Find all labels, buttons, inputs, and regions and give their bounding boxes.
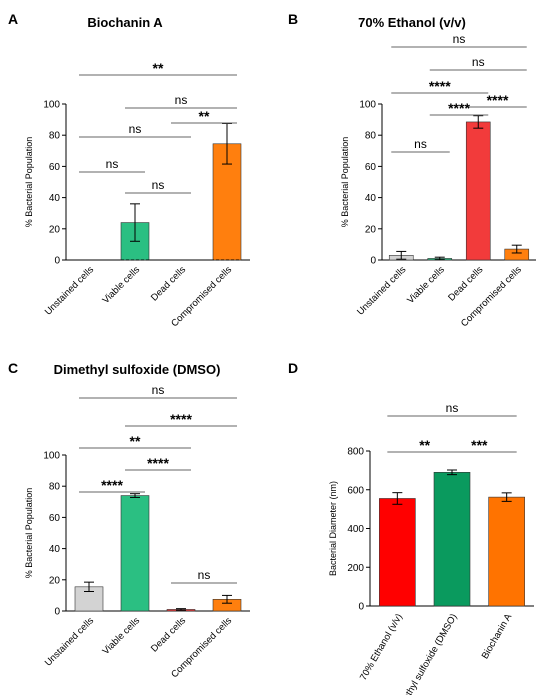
- y-tick-label: 40: [365, 193, 377, 204]
- chart-panel-a: A Biochanin A 0 20 40 60 80 100 % Bacterial Popu…: [8, 11, 250, 329]
- bar: [433, 472, 471, 607]
- y-tick-label: 20: [365, 224, 377, 235]
- significance-label: ns: [129, 122, 142, 136]
- x-category-label: Dead cells: [149, 615, 188, 654]
- x-category-label: Dead cells: [149, 264, 188, 303]
- y-axis-label: % Bacterial Population: [340, 137, 350, 228]
- y-tick-label: 100: [359, 100, 376, 111]
- y-tick-label: 60: [49, 162, 61, 173]
- x-category-label: Viable cells: [100, 264, 142, 306]
- y-axis-label: Bacterial Diameter (nm): [328, 481, 338, 576]
- y-tick-label: 400: [347, 524, 364, 535]
- panel-letter: B: [288, 11, 298, 27]
- y-tick-label: 20: [49, 575, 61, 586]
- significance-label: ****: [448, 100, 470, 116]
- y-tick-label: 600: [347, 485, 364, 496]
- significance-label: ****: [170, 411, 192, 427]
- panel-letter: C: [8, 360, 18, 376]
- y-tick-label: 100: [43, 451, 60, 462]
- y-tick-label: 80: [49, 131, 61, 142]
- y-tick-label: 60: [365, 162, 377, 173]
- panel-letter: A: [8, 11, 18, 27]
- x-category-label: Dimethyl sulfoxide (DMSO): [393, 612, 460, 695]
- significance-label: ****: [487, 92, 509, 108]
- y-tick-label: 0: [358, 602, 364, 613]
- significance-label: ns: [446, 401, 459, 415]
- x-category-label: Biochanin A: [480, 611, 515, 661]
- panel-letter: D: [288, 360, 298, 376]
- bar: [379, 498, 416, 607]
- y-tick-label: 0: [54, 607, 60, 618]
- y-tick-label: 80: [49, 482, 61, 493]
- y-tick-label: 0: [54, 256, 60, 267]
- chart-title: Biochanin A: [87, 15, 163, 30]
- significance-label: ****: [147, 455, 169, 471]
- significance-label: ns: [152, 178, 165, 192]
- x-category-label: Unstained cells: [355, 264, 409, 318]
- significance-label: ****: [429, 78, 451, 94]
- significance-label: ns: [152, 383, 165, 397]
- significance-label: ns: [453, 32, 466, 46]
- significance-label: ns: [472, 55, 485, 69]
- x-category-label: 70% Ethanol (v/v): [358, 612, 405, 682]
- y-tick-label: 0: [370, 256, 376, 267]
- chart-panel-b: B 70% Ethanol (v/v) 0 20 40 60 80 100 % Bacteria…: [288, 11, 536, 329]
- y-tick-label: 20: [49, 224, 61, 235]
- y-tick-label: 60: [49, 513, 61, 524]
- significance-label: ns: [198, 568, 211, 582]
- significance-label: **: [199, 108, 210, 124]
- x-category-label: Unstained cells: [43, 615, 97, 669]
- y-tick-label: 40: [49, 544, 61, 555]
- y-tick-label: 200: [347, 563, 364, 574]
- significance-label: ****: [101, 477, 123, 493]
- significance-label: ns: [414, 137, 427, 151]
- bar: [120, 495, 150, 612]
- chart-panel-c: C Dimethyl sulfoxide (DMSO) 0 20 40 60 80 100 % …: [8, 360, 250, 680]
- x-category-label: Unstained cells: [43, 264, 97, 318]
- bar: [488, 496, 525, 607]
- significance-label: **: [130, 433, 141, 449]
- y-tick-label: 800: [347, 447, 364, 458]
- x-category-label: Viable cells: [405, 264, 447, 306]
- chart-panel-d: D 0 200 400 600 800 Bacterial Diameter (nm) 70%…: [288, 360, 534, 695]
- significance-label: ns: [175, 93, 188, 107]
- significance-label: **: [419, 437, 430, 453]
- y-tick-label: 40: [49, 193, 61, 204]
- significance-label: **: [153, 60, 164, 76]
- y-axis-label: % Bacterial Population: [24, 488, 34, 579]
- x-category-label: Viable cells: [100, 615, 142, 657]
- y-tick-label: 100: [43, 100, 60, 111]
- significance-label: ns: [106, 157, 119, 171]
- y-axis-label: % Bacterial Population: [24, 137, 34, 228]
- significance-label: ***: [471, 437, 488, 453]
- chart-title: Dimethyl sulfoxide (DMSO): [54, 362, 221, 377]
- x-category-label: Dead cells: [446, 264, 485, 303]
- chart-title: 70% Ethanol (v/v): [358, 15, 466, 30]
- bar: [465, 121, 491, 261]
- y-tick-label: 80: [365, 131, 377, 142]
